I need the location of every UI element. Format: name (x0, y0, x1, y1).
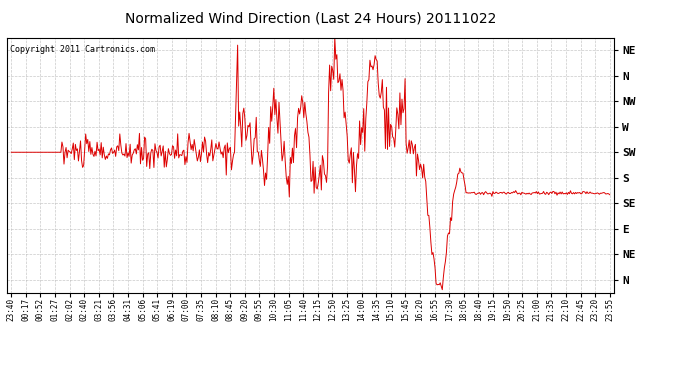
Text: Normalized Wind Direction (Last 24 Hours) 20111022: Normalized Wind Direction (Last 24 Hours… (125, 11, 496, 25)
Text: Copyright 2011 Cartronics.com: Copyright 2011 Cartronics.com (10, 45, 155, 54)
